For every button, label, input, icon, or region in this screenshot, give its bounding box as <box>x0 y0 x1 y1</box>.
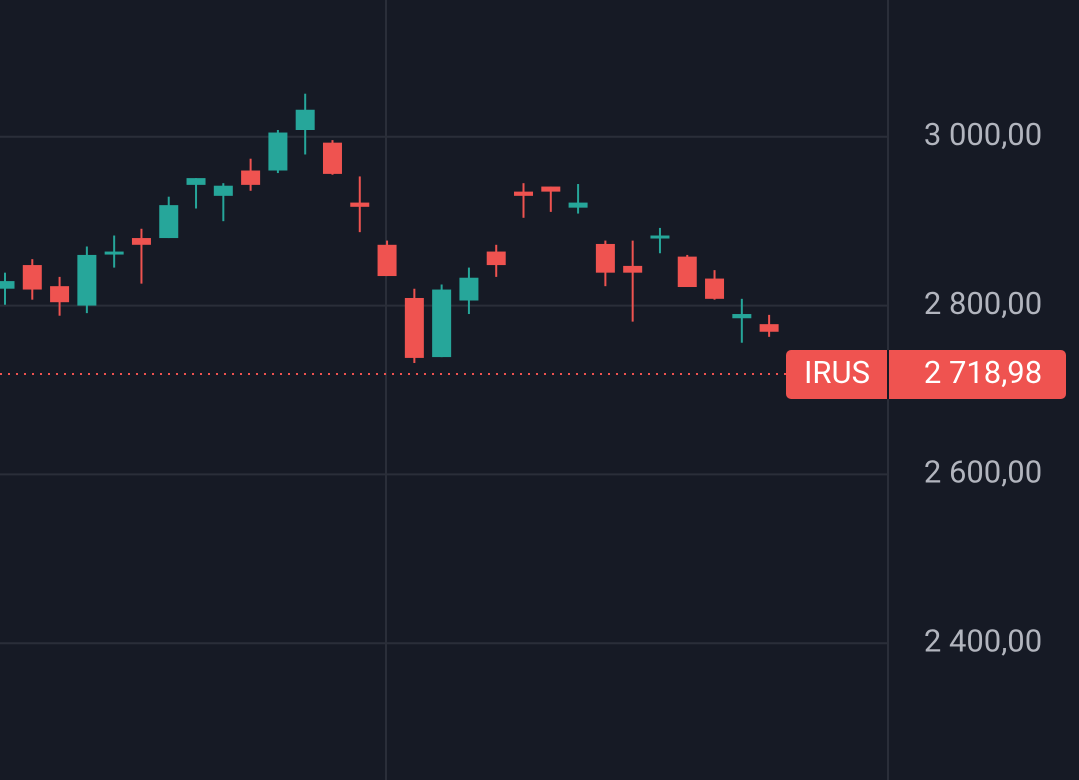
candle-body <box>377 244 397 277</box>
candle-body <box>705 278 725 299</box>
candle-body <box>50 286 70 303</box>
candle-body <box>213 185 233 196</box>
candle-body <box>104 251 124 255</box>
candle-body <box>595 243 615 273</box>
candle-body <box>22 265 42 290</box>
candle-body <box>623 265 643 273</box>
candle-body <box>0 281 15 289</box>
y-tick-label: 2 800,00 <box>924 285 1042 322</box>
candle-body <box>350 202 370 207</box>
candle-body <box>650 235 670 239</box>
y-tick-label: 2 600,00 <box>924 454 1042 491</box>
y-tick-label: 2 400,00 <box>924 622 1042 659</box>
candle-body <box>459 277 479 301</box>
y-tick-label: 3 000,00 <box>924 116 1042 153</box>
candle-body <box>186 178 206 185</box>
candle-body <box>759 324 779 332</box>
candle-body <box>295 109 315 130</box>
candle-body <box>568 202 588 208</box>
candle-body <box>77 254 97 306</box>
candle-body <box>268 132 288 171</box>
candle-body <box>541 186 561 192</box>
candle-body <box>131 238 151 245</box>
candle-body <box>322 142 342 174</box>
candle-body <box>732 314 752 319</box>
candle-body <box>486 251 506 266</box>
symbol-tag <box>786 349 1066 399</box>
last-price-label: 2 718,98 <box>924 354 1042 391</box>
candle-body <box>432 289 452 358</box>
symbol-label: IRUS <box>804 354 870 391</box>
candle-body <box>514 191 534 196</box>
candle-body <box>677 256 697 288</box>
candle-body <box>159 205 179 239</box>
candle-body <box>241 170 261 185</box>
candle-body <box>404 297 424 358</box>
